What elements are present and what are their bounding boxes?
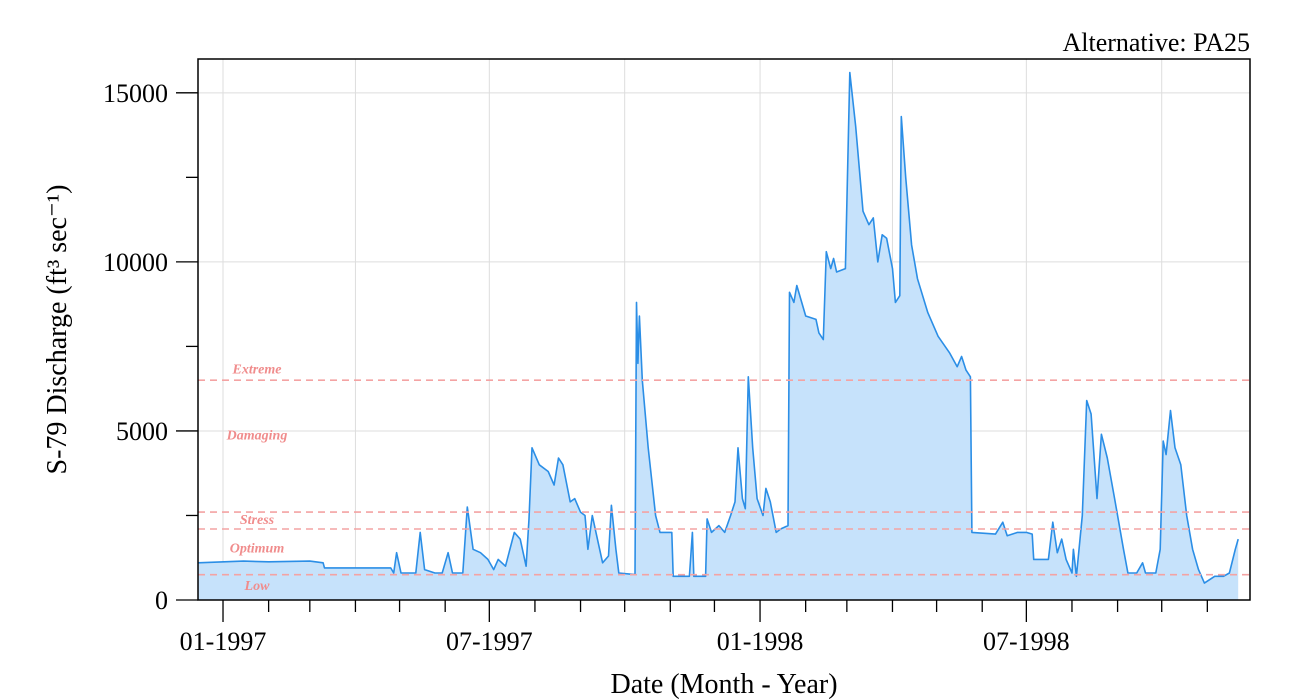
y-tick-label: 0 (155, 586, 168, 615)
zone-label-optimum: Optimum (230, 542, 285, 557)
y-tick-label: 15000 (103, 79, 168, 108)
x-tick-label: 01-1998 (717, 627, 804, 656)
plot-frame (197, 58, 1251, 601)
zone-label-damaging: Damaging (226, 428, 288, 443)
x-tick-label: 07-1998 (983, 627, 1070, 656)
x-tick-label: 01-1997 (180, 627, 267, 656)
zone-labels: Extreme Damaging Stress Optimum Low (226, 362, 288, 593)
discharge-area-layer (197, 71, 1239, 600)
zone-label-stress: Stress (240, 513, 275, 528)
zone-label-extreme: Extreme (232, 362, 282, 377)
zone-label-low: Low (244, 579, 271, 594)
y-tick-label: 10000 (103, 248, 168, 277)
alternative-label: Alternative: PA25 (1062, 28, 1250, 57)
x-tick-label: 07-1997 (446, 627, 533, 656)
y-axis-title: S-79 Discharge (ft³ sec⁻¹) (42, 185, 73, 475)
axis-ticks: 01-1997 07-1997 01-1998 07-1998 0 5000 10000 15… (103, 79, 1208, 656)
threshold-lines (198, 379, 1250, 576)
x-axis-title: Date (Month - Year) (610, 669, 837, 700)
discharge-line (197, 71, 1239, 584)
y-tick-label: 5000 (116, 417, 168, 446)
